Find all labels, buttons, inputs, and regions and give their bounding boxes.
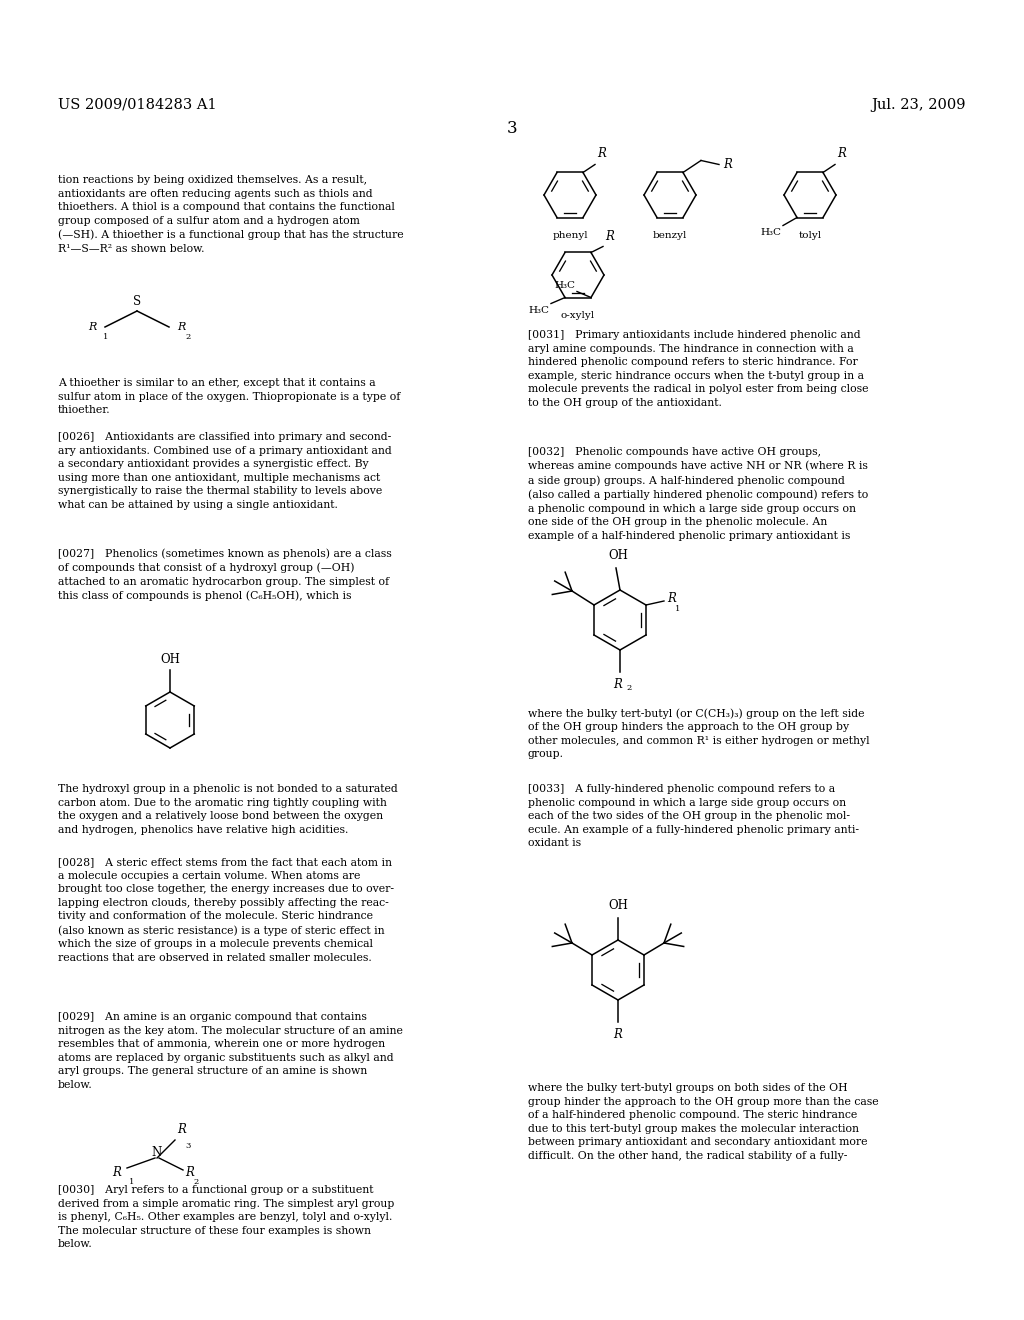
Text: tion reactions by being oxidized themselves. As a result,
antioxidants are often: tion reactions by being oxidized themsel…: [58, 176, 403, 253]
Text: R: R: [723, 158, 732, 172]
Text: phenyl: phenyl: [552, 231, 588, 240]
Text: H₃C: H₃C: [554, 281, 575, 289]
Text: [0026] Antioxidants are classified into primary and second-
ary antioxidants. Co: [0026] Antioxidants are classified into …: [58, 432, 392, 510]
Text: [0032] Phenolic compounds have active OH groups,
whereas amine compounds have ac: [0032] Phenolic compounds have active OH…: [528, 447, 868, 541]
Text: R: R: [597, 148, 606, 161]
Text: 1: 1: [103, 333, 109, 341]
Text: 3: 3: [185, 1142, 190, 1150]
Text: US 2009/0184283 A1: US 2009/0184283 A1: [58, 98, 217, 112]
Text: H₃C: H₃C: [528, 305, 549, 314]
Text: R: R: [177, 1123, 186, 1137]
Text: [0028] A steric effect stems from the fact that each atom in
a molecule occupies: [0028] A steric effect stems from the fa…: [58, 857, 394, 964]
Text: R: R: [837, 148, 846, 161]
Text: [0033] A fully-hindered phenolic compound refers to a
phenolic compound in which: [0033] A fully-hindered phenolic compoun…: [528, 784, 859, 849]
Text: R: R: [89, 322, 97, 333]
Text: [0027] Phenolics (sometimes known as phenols) are a class
of compounds that cons: [0027] Phenolics (sometimes known as phe…: [58, 548, 392, 601]
Text: OH: OH: [608, 899, 628, 912]
Text: benzyl: benzyl: [653, 231, 687, 240]
Text: 2: 2: [185, 333, 190, 341]
Text: The hydroxyl group in a phenolic is not bonded to a saturated
carbon atom. Due t: The hydroxyl group in a phenolic is not …: [58, 784, 397, 834]
Text: R: R: [605, 231, 613, 243]
Text: 1: 1: [129, 1177, 134, 1185]
Text: where the bulky tert-butyl (or C(CH₃)₃) group on the left side
of the OH group h: where the bulky tert-butyl (or C(CH₃)₃) …: [528, 708, 869, 759]
Text: R: R: [177, 322, 185, 333]
Text: R: R: [185, 1166, 194, 1179]
Text: R: R: [112, 1166, 121, 1179]
Text: [0030] Aryl refers to a functional group or a substituent
derived from a simple : [0030] Aryl refers to a functional group…: [58, 1185, 394, 1250]
Text: 3: 3: [507, 120, 517, 137]
Text: o-xylyl: o-xylyl: [561, 312, 595, 319]
Text: where the bulky tert-butyl groups on both sides of the OH
group hinder the appro: where the bulky tert-butyl groups on bot…: [528, 1082, 879, 1162]
Text: [0029] An amine is an organic compound that contains
nitrogen as the key atom. T: [0029] An amine is an organic compound t…: [58, 1012, 402, 1090]
Text: 2: 2: [626, 684, 631, 692]
Text: tolyl: tolyl: [799, 231, 821, 240]
Text: OH: OH: [608, 549, 628, 562]
Text: 2: 2: [193, 1177, 199, 1185]
Text: R: R: [613, 678, 623, 690]
Text: [0031] Primary antioxidants include hindered phenolic and
aryl amine compounds. : [0031] Primary antioxidants include hind…: [528, 330, 868, 408]
Text: 1: 1: [675, 605, 680, 612]
Text: H₃C: H₃C: [760, 227, 781, 236]
Text: S: S: [133, 294, 141, 308]
Text: A thioether is similar to an ether, except that it contains a
sulfur atom in pla: A thioether is similar to an ether, exce…: [58, 378, 400, 416]
Text: R: R: [613, 1028, 623, 1041]
Text: Jul. 23, 2009: Jul. 23, 2009: [871, 98, 966, 112]
Text: OH: OH: [160, 653, 180, 667]
Text: R: R: [667, 593, 676, 606]
Text: N: N: [152, 1147, 162, 1159]
